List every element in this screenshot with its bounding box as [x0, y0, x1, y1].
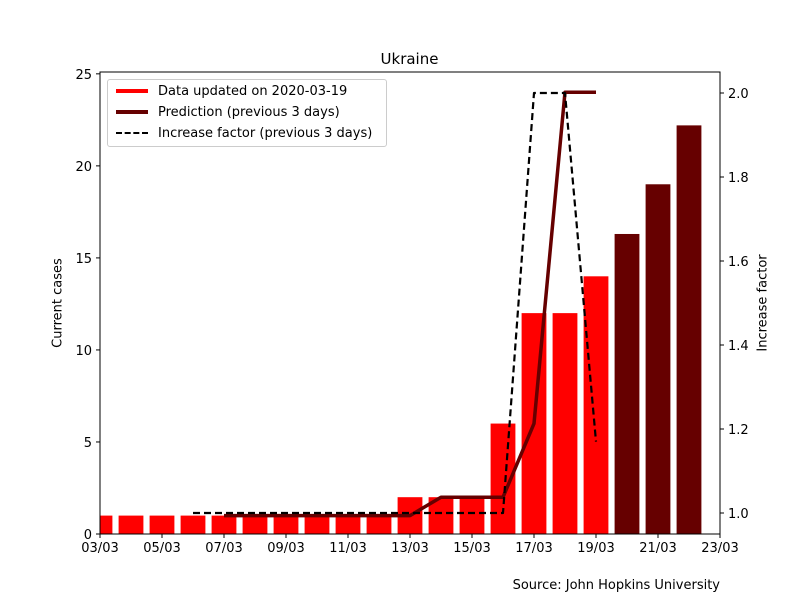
y-tick-label-1: 5 [84, 436, 92, 451]
bar-0-0 [100, 515, 113, 534]
ticks-group: 03/03 05/03 07/03 09/03 11/03 13/03 15/03 17/03… [75, 68, 748, 556]
legend-item-increase: Increase factor (previous 3 days) [116, 123, 372, 143]
y-tick-label-5: 25 [75, 68, 92, 83]
legend-swatch-data [116, 89, 148, 93]
y-tick-label-0: 0 [84, 528, 92, 543]
y2-tick-label-1: 1.2 [728, 423, 749, 438]
y2-tick-label-0: 1.0 [728, 507, 749, 522]
bar-0-9 [366, 515, 392, 534]
line-series-2 [224, 90, 596, 518]
bar-0-4 [211, 515, 237, 534]
y2-axis-label: Increase factor [755, 254, 771, 352]
legend-swatch-prediction [116, 110, 148, 114]
y-tick-label-3: 15 [75, 252, 92, 267]
x-tick-label-10: 23/03 [701, 541, 738, 556]
line-series-3 [193, 91, 598, 515]
x-tick-label-1: 05/03 [143, 541, 180, 556]
chart-title: Ukraine [380, 50, 439, 68]
bar-0-15 [552, 313, 578, 534]
bar-0-1 [118, 515, 144, 534]
x-tick-label-9: 21/03 [639, 541, 676, 556]
x-tick-label-4: 11/03 [329, 541, 366, 556]
x-tick-label-6: 15/03 [453, 541, 490, 556]
bar-0-8 [335, 515, 361, 534]
bar-0-3 [180, 515, 206, 534]
y-tick-label-4: 20 [75, 160, 92, 175]
bar-0-12 [459, 497, 485, 534]
bar-0-6 [273, 515, 299, 534]
y2-tick-label-2: 1.4 [728, 339, 749, 354]
x-tick-label-0: 03/03 [81, 541, 118, 556]
legend-label-increase: Increase factor (previous 3 days) [158, 125, 373, 141]
y2-tick-label-5: 2.0 [728, 87, 749, 102]
bar-0-16 [583, 276, 609, 534]
y2-tick-label-4: 1.8 [728, 171, 749, 186]
y-tick-label-2: 10 [75, 344, 92, 359]
bar-0-5 [242, 515, 268, 534]
legend-item-prediction: Prediction (previous 3 days) [116, 102, 340, 122]
x-tick-label-7: 17/03 [515, 541, 552, 556]
x-tick-label-5: 13/03 [391, 541, 428, 556]
legend-swatch-increase [116, 132, 148, 134]
x-tick-label-2: 07/03 [205, 541, 242, 556]
bar-1-1 [645, 184, 671, 534]
bars-group [100, 125, 702, 534]
legend-item-data: Data updated on 2020-03-19 [116, 81, 347, 101]
bar-0-7 [304, 515, 330, 534]
legend-label-data: Data updated on 2020-03-19 [158, 83, 348, 99]
y-axis-label: Current cases [50, 258, 66, 348]
bar-0-2 [149, 515, 175, 534]
y2-tick-label-3: 1.6 [728, 255, 749, 270]
legend-label-prediction: Prediction (previous 3 days) [158, 104, 340, 120]
x-tick-label-3: 09/03 [267, 541, 304, 556]
bar-1-2 [676, 125, 702, 534]
lines-group [193, 90, 598, 518]
source-note: Source: John Hopkins University [512, 578, 720, 593]
bar-1-0 [614, 233, 640, 534]
x-tick-label-8: 19/03 [577, 541, 614, 556]
legend: Data updated on 2020-03-19 Prediction (p… [107, 79, 387, 147]
